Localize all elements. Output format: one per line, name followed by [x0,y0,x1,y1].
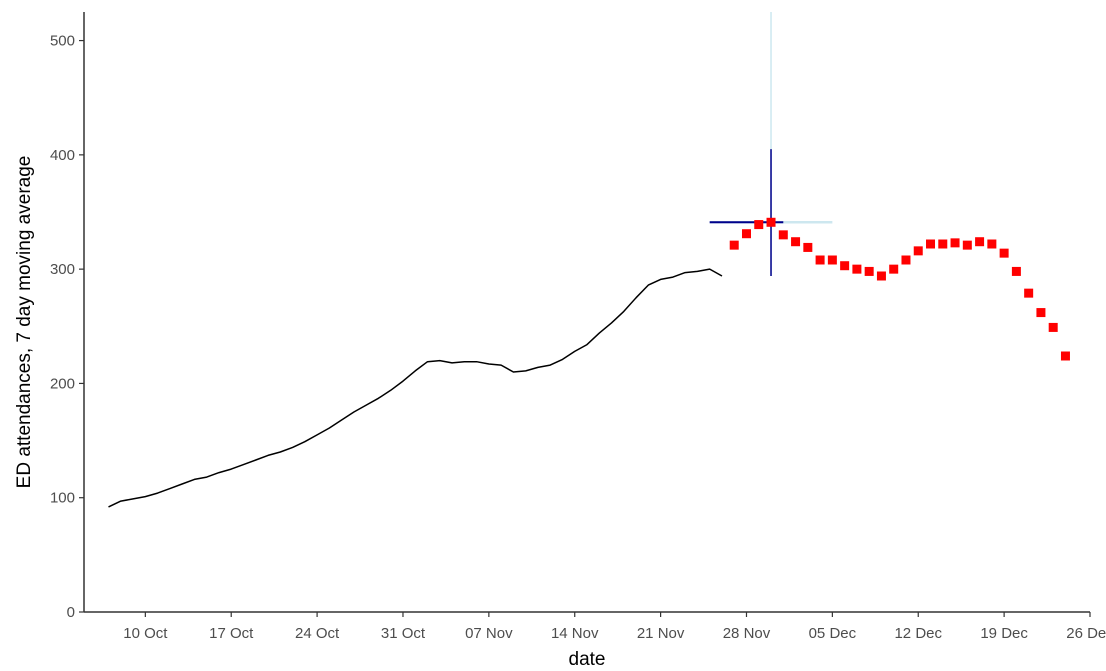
forecast-point [1060,351,1070,361]
forecast-point [803,242,813,252]
forecast-point [975,237,985,247]
forecast-point [754,220,764,230]
x-tick-label: 19 Dec [980,625,1028,642]
tick-labels: 0 100 200 300 400 500 10 Oct 17 Oct 24 Oct 31 Oct… [50,33,1106,642]
forecast-point [999,248,1009,258]
forecast-point [741,229,751,239]
forecast-point [840,261,850,271]
x-tick-label: 17 Oct [209,625,254,642]
forecast-point [729,240,739,250]
forecast-point [815,255,825,265]
y-tick-label: 500 [50,33,75,50]
y-tick-label: 200 [50,375,75,392]
x-axis-title: date [569,649,606,670]
axes [79,12,1091,617]
forecast-point [1011,266,1021,276]
crosshair [709,12,833,276]
series [108,217,1070,508]
x-tick-label: 24 Oct [295,625,340,642]
forecast-point [766,217,776,227]
forecast-point [1036,308,1046,318]
y-tick-label: 100 [50,490,75,507]
x-tick-label: 12 Dec [894,625,942,642]
x-tick-label: 28 Nov [723,625,771,642]
y-axis-title: ED attendances, 7 day moving average [14,156,35,489]
forecast-point [901,255,911,265]
forecast-point [791,237,801,247]
x-tick-label: 10 Oct [123,625,168,642]
forecast-point [950,238,960,248]
forecast-point [864,266,874,276]
x-tick-label: 26 Dec [1066,625,1106,642]
forecast-point [926,239,936,249]
forecast-point [987,239,997,249]
x-tick-label: 31 Oct [381,625,426,642]
forecast-point [962,240,972,250]
x-tick-label: 05 Dec [809,625,857,642]
x-tick-label: 07 Nov [465,625,513,642]
y-tick-label: 300 [50,261,75,278]
forecast-point [827,255,837,265]
x-tick-label: 14 Nov [551,625,599,642]
y-tick-label: 0 [67,604,75,621]
forecast-point [938,239,948,249]
observed-line [108,268,723,508]
forecast-point [1024,288,1034,298]
forecast-point [913,246,923,256]
forecast-point [876,271,886,281]
forecast-point [778,230,788,240]
forecast-point [1048,322,1058,332]
y-tick-label: 400 [50,147,75,164]
forecast-point [852,264,862,274]
forecast-point [889,264,899,274]
x-tick-label: 21 Nov [637,625,685,642]
